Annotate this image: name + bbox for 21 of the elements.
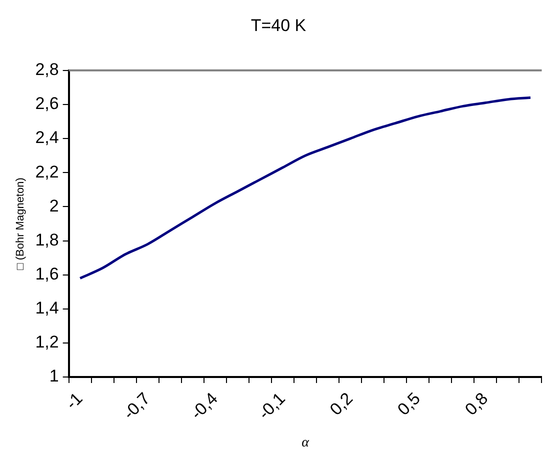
x-tick-label: -0,4 (187, 388, 222, 424)
x-tick-label: -1 (62, 388, 86, 414)
y-tick-label: 1,2 (35, 332, 59, 352)
y-tick-label: 2 (49, 196, 59, 216)
x-tick-label: -0,1 (254, 388, 289, 424)
line-series (78, 96, 532, 280)
y-tick-label: 1,4 (35, 298, 59, 318)
y-tick-label: 1,8 (35, 230, 59, 250)
x-tick-label: 0,5 (394, 388, 424, 420)
x-tick-label: 0,2 (326, 388, 356, 420)
x-axis-title: α (302, 435, 310, 450)
y-tick-label: 2,2 (35, 162, 59, 182)
chart-title: T=40 K (250, 16, 307, 35)
x-tick-label: 0,8 (461, 388, 492, 420)
y-tick-label: 2,4 (35, 128, 59, 148)
x-tick-label: -0,7 (120, 388, 154, 424)
y-tick-label: 2,8 (35, 60, 59, 80)
y-axis-title: □ (Bohr Magneton) (14, 178, 27, 270)
y-tick-label: 2,6 (35, 94, 59, 114)
y-tick-label: 1 (49, 366, 59, 386)
y-tick-label: 1,6 (35, 264, 59, 284)
